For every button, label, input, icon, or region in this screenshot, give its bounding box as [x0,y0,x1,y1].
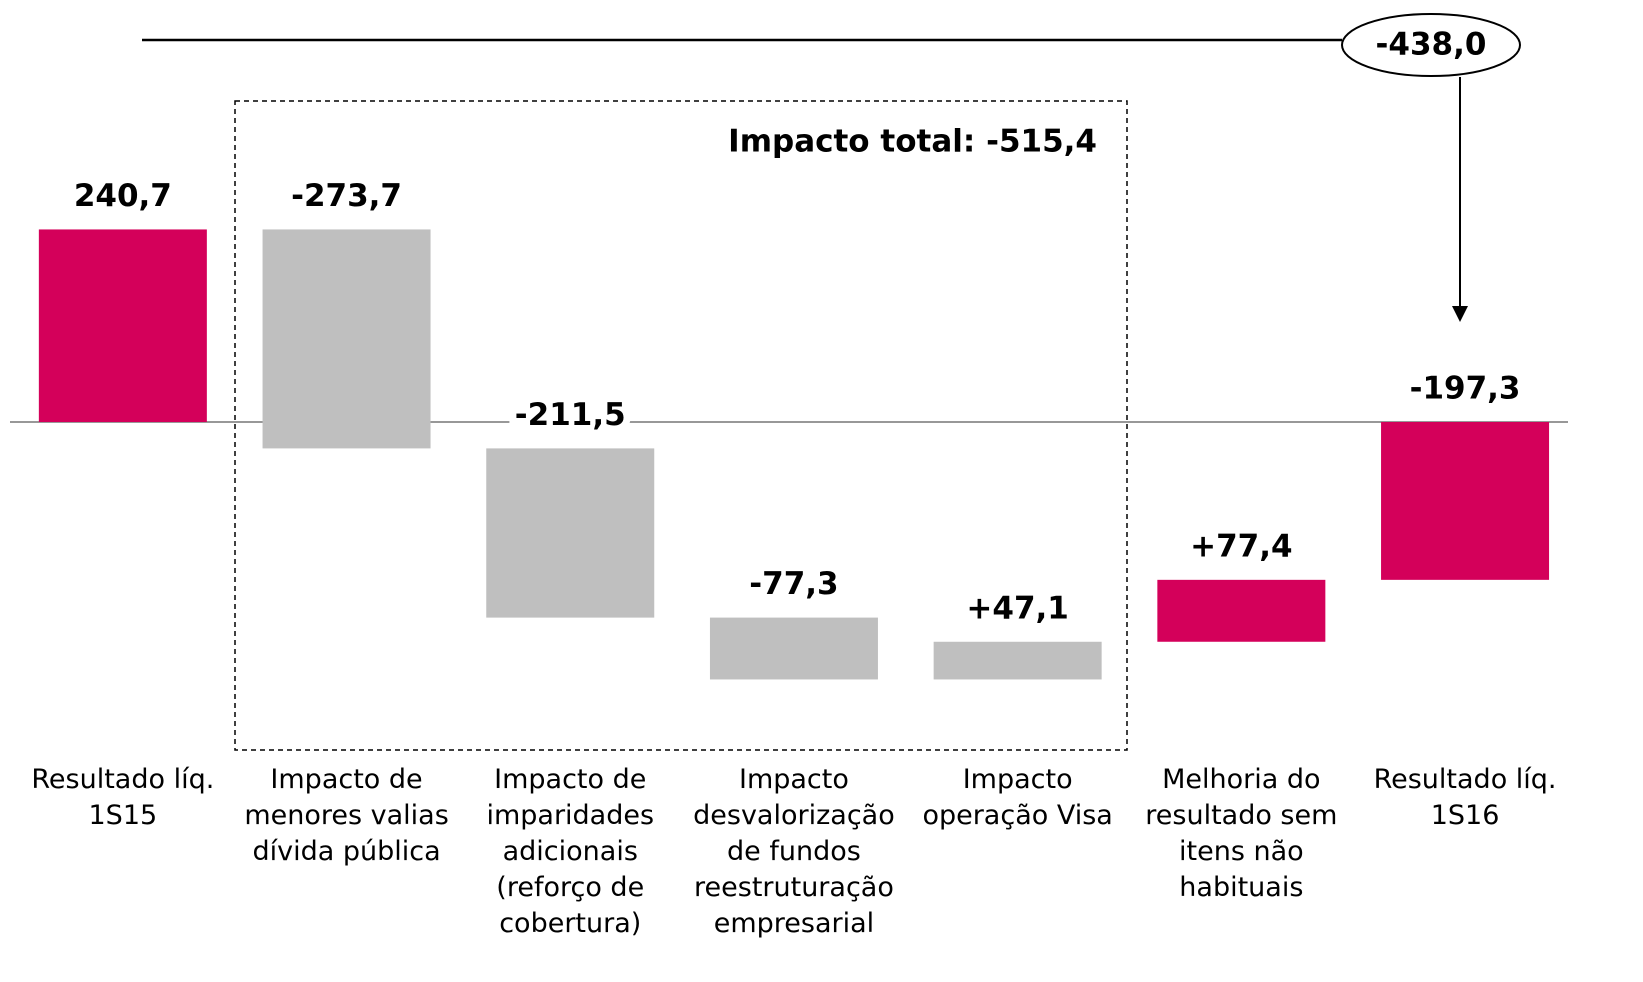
label-line: reestruturação [694,872,894,903]
label-line: imparidades [486,800,654,831]
x-tick-label: Impacto de menores valias dívida pública [244,764,448,867]
label-line: desvalorização [693,800,895,831]
label-line: Impacto de [494,764,646,795]
annotation: Impacto total: -515,4 [728,124,1097,160]
x-tick-label: Impacto de imparidades adicionais (reforço … [486,764,654,939]
x-tick-label: Melhoria do resultado sem itens não habitua… [1145,764,1337,903]
group-box [234,100,1128,751]
label-line: itens não [1179,836,1304,867]
x-tick-label: Impacto operação Visa [922,764,1112,831]
label-line: de fundos [727,836,861,867]
bar [1157,579,1326,642]
bar [709,617,878,680]
x-tick-label: Impacto desvalorização de fundos reestrutur… [693,764,895,939]
bar [262,229,431,449]
label-line: Impacto [963,764,1073,795]
bar [1381,422,1550,580]
label-line: menores valias [244,800,448,831]
x-tick-label: Resultado líq. 1S16 [1374,764,1557,831]
x-tick-label: Resultado líq. 1S15 [31,764,214,831]
label-line: cobertura) [499,908,641,939]
bar [933,641,1102,680]
label-line: operação Visa [922,800,1112,831]
value-label: +77,4 [1190,528,1292,564]
value-label: 240,7 [74,178,172,214]
label-line: Impacto de [270,764,422,795]
ellipse [1341,13,1521,77]
label-line: (reforço de [496,872,644,903]
value-label: -77,3 [749,566,838,602]
label-line: Resultado líq. [31,764,214,795]
value-label: -273,7 [291,178,402,214]
label-line: Melhoria do [1162,764,1320,795]
label-line: empresarial [714,908,874,939]
bar [38,229,207,422]
label-line: 1S15 [89,800,158,831]
arrow-head [1452,306,1468,322]
label-line: Resultado líq. [1374,764,1557,795]
value-label: -197,3 [1410,371,1521,407]
label-line: adicionais [503,836,638,867]
annotation: -438,0 [1376,27,1487,63]
label-line: 1S16 [1431,800,1500,831]
bar [486,448,655,618]
label-line: dívida pública [252,836,440,867]
label-line: Impacto [739,764,849,795]
label-line: habituais [1179,872,1303,903]
value-label: +47,1 [966,590,1068,626]
value-label: -211,5 [515,397,626,433]
label-line: resultado sem [1145,800,1337,831]
